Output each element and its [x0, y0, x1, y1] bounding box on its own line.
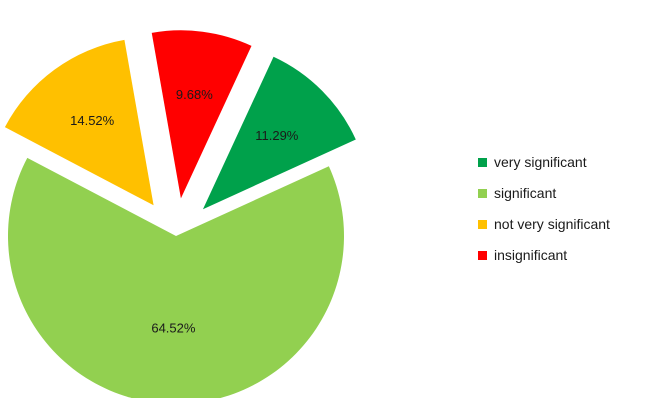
legend-swatch: [478, 189, 487, 198]
legend-item-significant: significant: [478, 183, 610, 203]
legend-item-insignificant: insignificant: [478, 245, 610, 265]
data-label-insignificant: 9.68%: [176, 87, 213, 102]
legend-label: not very significant: [494, 216, 610, 232]
legend-label: very significant: [494, 154, 587, 170]
pie-slices: [5, 30, 356, 398]
legend-swatch: [478, 220, 487, 229]
data-label-not-very-significant: 14.52%: [70, 113, 115, 128]
legend: very significant significant not very si…: [478, 152, 610, 276]
legend-item-very-significant: very significant: [478, 152, 610, 172]
pie-slice-significant: [8, 158, 344, 398]
legend-swatch: [478, 158, 487, 167]
legend-item-not-very-significant: not very significant: [478, 214, 610, 234]
data-label-significant: 64.52%: [151, 320, 196, 335]
legend-swatch: [478, 251, 487, 260]
legend-label: insignificant: [494, 247, 567, 263]
data-label-very-significant: 11.29%: [255, 128, 299, 143]
legend-label: significant: [494, 185, 556, 201]
